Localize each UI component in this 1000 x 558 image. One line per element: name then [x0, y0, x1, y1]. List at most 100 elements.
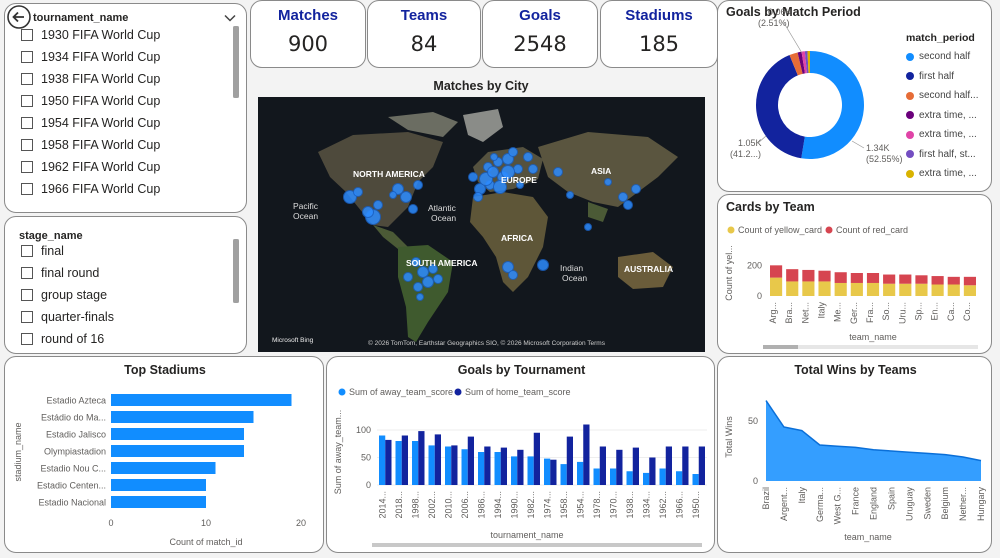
x-tick-label: Germa...: [815, 487, 825, 522]
bar: [418, 431, 425, 485]
x-tick-label: 2014...: [377, 491, 387, 519]
city-bubble[interactable]: [501, 165, 515, 179]
city-bubble[interactable]: [508, 270, 518, 280]
donut-slice: [756, 55, 805, 159]
city-bubble[interactable]: [631, 184, 641, 194]
tournament-item[interactable]: 1958 FIFA World Cup: [19, 134, 160, 156]
stage-item[interactable]: final: [19, 240, 114, 262]
city-bubble[interactable]: [508, 147, 518, 157]
checkbox[interactable]: [21, 289, 33, 301]
bar: [527, 456, 534, 485]
city-bubble[interactable]: [473, 192, 483, 202]
stage-item[interactable]: quarter-finals: [19, 306, 114, 328]
tournament-item[interactable]: 1962 FIFA World Cup: [19, 156, 160, 178]
city-bubble[interactable]: [408, 204, 418, 214]
legend-item[interactable]: extra time, ...: [906, 106, 978, 126]
tournament-item[interactable]: 1930 FIFA World Cup: [19, 24, 160, 46]
city-bubble[interactable]: [604, 178, 612, 186]
bar: [550, 459, 557, 485]
city-bubble[interactable]: [411, 257, 421, 267]
checkbox[interactable]: [21, 161, 33, 173]
stage-item[interactable]: round of 16: [19, 328, 114, 350]
legend-item[interactable]: first half, st...: [906, 145, 978, 165]
tournament-item[interactable]: 1938 FIFA World Cup: [19, 68, 160, 90]
checkbox[interactable]: [21, 73, 33, 85]
x-tick-label: France: [851, 487, 861, 515]
legend-item[interactable]: first half: [906, 67, 978, 87]
map-visual[interactable]: NORTH AMERICA Pacific Ocean Atlantic Oce…: [258, 97, 705, 352]
city-bubble[interactable]: [490, 153, 498, 161]
legend-label: Count of yellow_card: [738, 225, 822, 235]
map-label-europe: EUROPE: [501, 175, 537, 185]
y-tick-label: Estadio Jalisco: [46, 430, 106, 440]
legend-item[interactable]: second half...: [906, 86, 978, 106]
legend-item[interactable]: second half: [906, 47, 978, 67]
bar: [461, 449, 468, 485]
city-bubble[interactable]: [373, 200, 383, 210]
checkbox[interactable]: [21, 333, 33, 345]
stage-scroll-thumb[interactable]: [233, 239, 239, 303]
city-bubble[interactable]: [413, 180, 423, 190]
x-tick-label: Hungary: [976, 487, 986, 522]
checkbox[interactable]: [21, 51, 33, 63]
checkbox[interactable]: [21, 95, 33, 107]
city-bubble[interactable]: [362, 206, 374, 218]
tournament-item[interactable]: 1950 FIFA World Cup: [19, 90, 160, 112]
tournament-scroll-thumb[interactable]: [233, 26, 239, 98]
city-bubble[interactable]: [528, 164, 538, 174]
city-bubble[interactable]: [416, 293, 424, 301]
city-bubble[interactable]: [400, 191, 412, 203]
city-bubble[interactable]: [537, 259, 549, 271]
checkbox[interactable]: [21, 267, 33, 279]
city-bubble[interactable]: [584, 223, 592, 231]
legend-label: second half...: [919, 90, 979, 102]
city-bubble[interactable]: [493, 180, 507, 194]
bar-segment: [963, 276, 976, 286]
map-label-indian-ocean: Ocean: [562, 273, 588, 283]
bar: [626, 471, 633, 485]
checkbox[interactable]: [21, 311, 33, 323]
stage-slicer: stage_name final final round group stage qu…: [4, 216, 247, 354]
city-bubble[interactable]: [413, 282, 423, 292]
city-bubble[interactable]: [428, 264, 438, 274]
bar: [682, 446, 689, 485]
city-bubble[interactable]: [389, 191, 397, 199]
x-tick-label: Brazil: [761, 487, 771, 510]
chevron-down-icon[interactable]: [224, 14, 236, 22]
city-bubble[interactable]: [468, 172, 478, 182]
checkbox[interactable]: [21, 29, 33, 41]
back-arrow-icon[interactable]: [5, 3, 33, 31]
tournament-item[interactable]: 1966 FIFA World Cup: [19, 178, 160, 200]
tournament-item[interactable]: 1934 FIFA World Cup: [19, 46, 160, 68]
y-axis-title: Sum of away_team...: [333, 410, 343, 495]
city-bubble[interactable]: [403, 272, 413, 282]
x-tick-label: Me...: [833, 302, 843, 322]
city-bubble[interactable]: [516, 181, 524, 189]
city-bubble[interactable]: [623, 200, 633, 210]
bar-segment: [850, 282, 863, 296]
city-bubble[interactable]: [523, 152, 533, 162]
legend-item[interactable]: extra time, ...: [906, 164, 978, 184]
checkbox[interactable]: [21, 245, 33, 257]
legend-item[interactable]: extra time, ...: [906, 125, 978, 145]
bar: [698, 446, 705, 485]
x-tick-label: 1982...: [526, 491, 536, 519]
tournament-item[interactable]: 1954 FIFA World Cup: [19, 112, 160, 134]
checkbox[interactable]: [21, 117, 33, 129]
bar: [484, 446, 491, 485]
stage-item[interactable]: group stage: [19, 284, 114, 306]
city-bubble[interactable]: [353, 187, 363, 197]
stage-item[interactable]: final round: [19, 262, 114, 284]
tournament-item-label: 1966 FIFA World Cup: [41, 182, 161, 196]
bar: [560, 464, 567, 485]
checkbox[interactable]: [21, 183, 33, 195]
city-bubble[interactable]: [487, 166, 499, 178]
y-tick-label: Estadio Nacional: [38, 498, 106, 508]
city-bubble[interactable]: [566, 191, 574, 199]
city-bubble[interactable]: [433, 274, 443, 284]
stage-item-label: round of 16: [41, 332, 105, 346]
city-bubble[interactable]: [553, 167, 563, 177]
map-logo: Microsoft Bing: [272, 337, 314, 344]
checkbox[interactable]: [21, 139, 33, 151]
kpi-goals-value: 2548: [513, 32, 567, 56]
